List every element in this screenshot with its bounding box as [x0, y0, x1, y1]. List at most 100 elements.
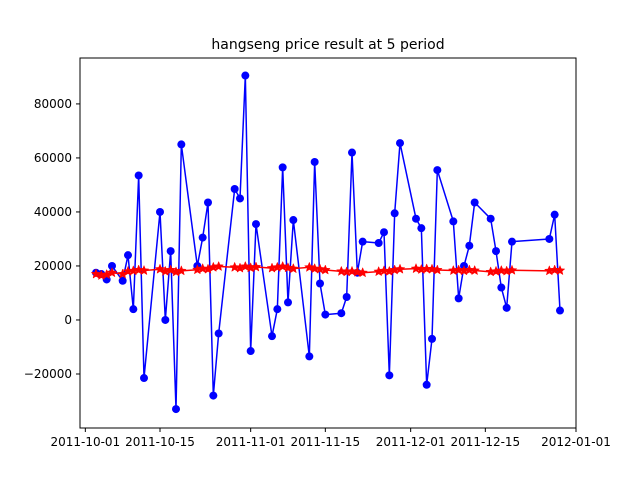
series-1-point-7	[129, 305, 138, 314]
series-1-point-17	[204, 198, 212, 207]
series-1-point-50	[454, 294, 463, 303]
x-tick-label-1: 2011-10-01	[50, 435, 120, 449]
series-2-point-16	[197, 262, 209, 274]
series-2-point-19	[213, 260, 225, 272]
series-1-point-43	[396, 139, 404, 148]
series-1-point-41	[385, 371, 394, 380]
y-tick-label-3: 20000	[34, 259, 72, 273]
series-1-point-32	[316, 279, 324, 288]
series-1-point-33	[321, 310, 330, 319]
series-1-point-12	[166, 247, 175, 256]
series-1-point-36	[348, 148, 356, 157]
x-axis: 2011-10-01 2011-10-15 2011-11-01 2011-11-15…	[50, 428, 611, 449]
series-1-point-4	[108, 261, 116, 270]
series-1-point-30	[305, 352, 314, 361]
series-1-point-58	[508, 237, 516, 246]
series-1-point-22	[241, 71, 250, 80]
series-2-point-33	[319, 264, 331, 275]
series-2-point-58	[506, 264, 518, 275]
x-tick-label-2: 2011-10-15	[125, 435, 195, 449]
series-2-point-44	[410, 262, 422, 274]
series-2-point-12	[165, 264, 177, 275]
series-1-point-45	[417, 224, 426, 233]
x-tick-label-5: 2011-12-01	[376, 435, 446, 449]
series-1-point-8	[134, 171, 143, 180]
chart-title: hangseng price result at 5 period	[211, 37, 444, 53]
series-2-point-36	[346, 265, 358, 276]
series-1-point-20	[230, 184, 239, 193]
series-2-point-47	[426, 263, 438, 274]
series-2-point-40	[378, 265, 390, 276]
series-2-point-24	[250, 261, 262, 272]
y-tick-label-2: 0	[64, 313, 72, 327]
series-1-point-27	[278, 163, 287, 172]
x-tick-label-4: 2011-11-15	[290, 435, 360, 449]
series-2-point-61	[554, 264, 566, 276]
series-2-point-20	[229, 261, 241, 272]
series-1-point-35	[342, 293, 351, 302]
series-2-point-31	[309, 262, 321, 274]
series-2-point-32	[314, 263, 326, 274]
series-2-point-28	[282, 262, 294, 273]
series-2	[90, 260, 566, 280]
series-1	[92, 71, 564, 414]
series-1-point-26	[273, 305, 282, 314]
series-1-point-10	[156, 207, 164, 216]
series-1-point-9	[140, 374, 148, 383]
series-2-point-50	[453, 264, 465, 275]
series-1-point-14	[177, 140, 186, 149]
series-2-point-34	[335, 265, 347, 276]
x-tick-label-3: 2011-11-01	[216, 435, 286, 449]
series-1-point-56	[497, 283, 506, 292]
series-1-point-24	[252, 220, 260, 229]
series-2-point-48	[431, 264, 443, 275]
series-2-point-9	[138, 264, 150, 276]
series-1-point-54	[486, 214, 495, 223]
series-2-point-30	[303, 261, 315, 272]
series-2-point-10	[154, 263, 166, 274]
series-1-point-55	[492, 247, 500, 256]
y-tick-label-5: 60000	[34, 151, 72, 165]
series-1-point-21	[236, 194, 244, 203]
series-1-point-46	[422, 380, 431, 389]
series-1-point-6	[124, 251, 132, 260]
series-1-point-47	[428, 334, 436, 343]
series-1-point-25	[268, 332, 276, 341]
series-2-point-22	[239, 260, 251, 272]
series-1-point-40	[380, 228, 388, 237]
series-1-point-29	[289, 216, 298, 225]
plot-area-frame	[79, 57, 577, 429]
series-1-point-44	[412, 214, 420, 223]
series-1-point-28	[284, 298, 292, 307]
series-1-point-18	[209, 391, 218, 400]
series-1-point-52	[465, 241, 474, 250]
series-2-point-37	[351, 266, 363, 277]
series-2-point-4	[106, 267, 118, 278]
series-1-point-16	[198, 233, 207, 242]
series-1-point-31	[310, 157, 319, 166]
y-tick-label-6: 80000	[34, 97, 72, 111]
series-1-point-57	[502, 303, 511, 312]
series-2-point-52	[463, 264, 475, 275]
series-1-point-60	[550, 210, 559, 219]
series-1-point-59	[545, 234, 554, 243]
x-tick-label-6: 2011-12-15	[450, 435, 520, 449]
series-1-point-13	[172, 405, 180, 414]
series-1-point-23	[246, 347, 255, 356]
series-1-point-49	[449, 217, 458, 226]
series-2-point-8	[133, 264, 145, 275]
series-1-point-19	[214, 329, 223, 338]
series-2-point-43	[394, 263, 406, 274]
series-1-point-39	[374, 239, 383, 247]
series-2-point-29	[287, 262, 299, 274]
y-tick-label-1: −20000	[24, 367, 72, 381]
series-2-point-60	[549, 264, 561, 275]
x-tick-label-7: 2012-01-01	[541, 435, 611, 449]
y-axis: −20000 0 20000 40000 60000 80000	[24, 97, 80, 381]
y-tick-label-4: 40000	[34, 205, 72, 219]
series-1-point-34	[337, 309, 346, 318]
series-2-point-38	[357, 267, 369, 278]
series-2-point-14	[175, 265, 187, 276]
series-2-point-53	[469, 264, 481, 276]
